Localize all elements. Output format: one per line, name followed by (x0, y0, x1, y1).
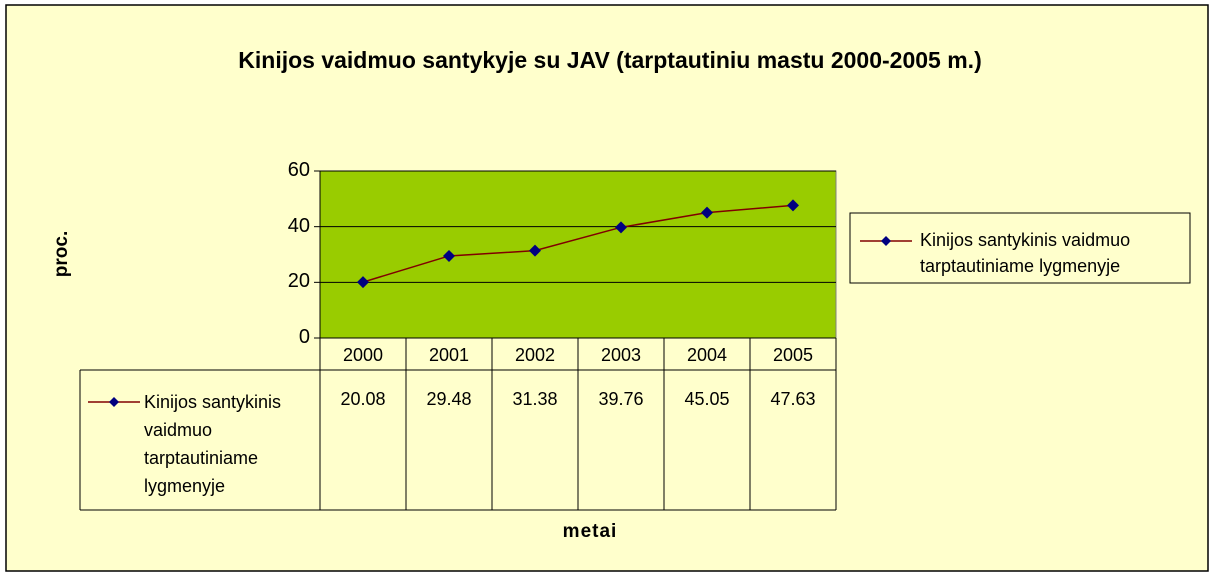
y-tick-label: 40 (287, 214, 310, 237)
table-value: 39.76 (598, 389, 644, 409)
x-tick-label: 2004 (686, 345, 728, 365)
y-tick-label: 0 (298, 326, 310, 348)
series-line (362, 204, 794, 283)
marker (701, 206, 713, 219)
y-axis-label: proc. (51, 230, 72, 278)
marker (357, 276, 369, 289)
marker (787, 199, 799, 212)
legend-key-marker (881, 236, 891, 246)
chart-title: Kinijos vaidmuo santykyje su JAV (tarpta… (238, 47, 982, 73)
x-tick-label: 2003 (600, 345, 642, 365)
legend-box (849, 212, 1191, 284)
legend-label: Kinijos santykinis vaidmuo tarptautiniam… (920, 230, 1131, 276)
x-tick-label: 2001 (428, 345, 470, 365)
x-tick-label: 2002 (514, 345, 556, 365)
plot-area (319, 170, 837, 339)
x-tick-label: 2005 (772, 345, 814, 365)
y-tick-label: 60 (287, 159, 310, 181)
marker (443, 249, 455, 262)
table-value: 20.08 (340, 389, 386, 409)
table-value: 47.63 (770, 389, 816, 409)
x-tick-label: 2000 (342, 345, 384, 365)
x-axis-label: metai (562, 521, 618, 542)
table-value: 45.05 (684, 389, 730, 409)
legend-key-marker (109, 397, 119, 407)
table-value: 31.38 (512, 389, 558, 409)
marker (529, 244, 541, 257)
y-tick-label: 20 (287, 270, 310, 293)
table-value: 29.48 (426, 389, 472, 409)
marker (615, 221, 627, 234)
table-legend-label: Kinijos santykinis vaidmuo tarptautiniam… (144, 392, 282, 496)
